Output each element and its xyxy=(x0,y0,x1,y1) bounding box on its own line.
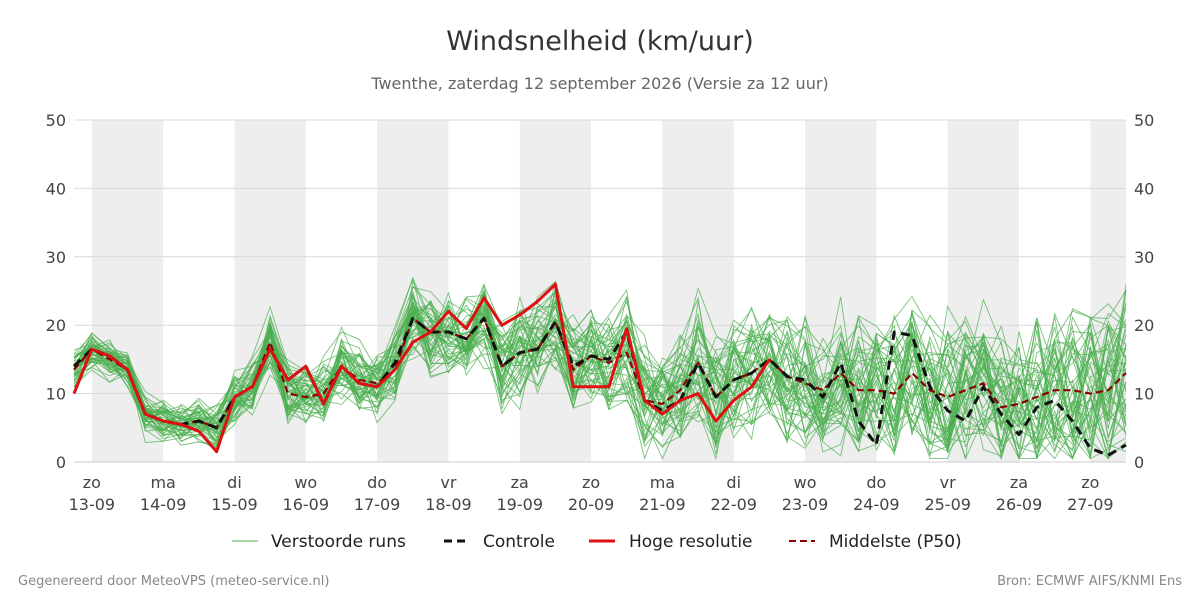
x-tick-date-14: 27-09 xyxy=(1067,495,1114,514)
x-tick-day-5: vr xyxy=(440,473,456,492)
x-tick-day-2: di xyxy=(227,473,242,492)
y-tick-left-30: 30 xyxy=(46,248,66,267)
x-tick-day-7: zo xyxy=(582,473,600,492)
x-tick-date-1: 14-09 xyxy=(140,495,187,514)
x-tick-date-11: 24-09 xyxy=(853,495,900,514)
x-tick-date-0: 13-09 xyxy=(69,495,116,514)
legend-label-p50: Middelste (P50) xyxy=(829,532,962,552)
y-axis-right: 0 10 20 30 40 50 xyxy=(1134,111,1154,472)
series-hoge-resolutie xyxy=(72,282,771,454)
y-tick-right-10: 10 xyxy=(1134,385,1154,404)
x-tick-date-5: 18-09 xyxy=(425,495,472,514)
legend-label-controle: Controle xyxy=(483,532,555,552)
x-tick-date-9: 22-09 xyxy=(710,495,757,514)
y-tick-left-40: 40 xyxy=(46,179,66,198)
chart-title: Windsnelheid (km/uur) xyxy=(446,26,754,57)
x-tick-day-4: do xyxy=(367,473,387,492)
footer-source: Bron: ECMWF AIFS/KNMI Ens xyxy=(997,574,1182,589)
x-tick-day-10: wo xyxy=(794,473,817,492)
y-axis-left: 0 10 20 30 40 50 xyxy=(46,111,66,472)
x-tick-date-7: 20-09 xyxy=(568,495,615,514)
x-tick-day-11: do xyxy=(866,473,886,492)
x-tick-date-8: 21-09 xyxy=(639,495,686,514)
y-tick-left-0: 0 xyxy=(56,453,66,472)
x-tick-day-9: di xyxy=(726,473,741,492)
ensemble-run-49 xyxy=(73,293,1127,460)
ensemble-runs xyxy=(73,276,1127,461)
ensemble-run-46 xyxy=(73,303,1127,460)
x-tick-date-10: 23-09 xyxy=(782,495,829,514)
x-axis: zo 13-09 ma 14-09 di 15-09 wo 16-09 do 17-09 vr 18-… xyxy=(69,473,1114,514)
x-tick-date-2: 15-09 xyxy=(211,495,258,514)
ensemble-run-44 xyxy=(73,290,1127,455)
y-tick-left-50: 50 xyxy=(46,111,66,130)
y-tick-right-0: 0 xyxy=(1134,453,1144,472)
x-tick-day-14: zo xyxy=(1081,473,1099,492)
y-tick-right-40: 40 xyxy=(1134,179,1154,198)
x-tick-date-4: 17-09 xyxy=(354,495,401,514)
main-series xyxy=(72,282,1127,457)
footer-generated-by: Gegenereerd door MeteoVPS (meteo-service… xyxy=(18,574,329,589)
x-tick-day-3: wo xyxy=(294,473,317,492)
x-tick-date-13: 26-09 xyxy=(996,495,1043,514)
x-tick-day-1: ma xyxy=(150,473,175,492)
x-tick-day-13: za xyxy=(1010,473,1028,492)
ensemble-run-47 xyxy=(73,289,1127,444)
ensemble-run-15 xyxy=(73,280,1127,457)
x-tick-day-12: vr xyxy=(940,473,956,492)
x-tick-day-0: zo xyxy=(83,473,101,492)
x-tick-day-8: ma xyxy=(650,473,675,492)
y-tick-left-10: 10 xyxy=(46,385,66,404)
y-tick-right-30: 30 xyxy=(1134,248,1154,267)
y-tick-right-20: 20 xyxy=(1134,316,1154,335)
legend: Verstoorde runs Controle Hoge resolutie … xyxy=(232,532,962,552)
ensemble-run-8 xyxy=(73,298,1127,457)
ensemble-run-41 xyxy=(73,285,1127,450)
y-tick-right-50: 50 xyxy=(1134,111,1154,130)
x-tick-date-3: 16-09 xyxy=(283,495,330,514)
x-tick-date-6: 19-09 xyxy=(497,495,544,514)
x-tick-date-12: 25-09 xyxy=(924,495,971,514)
y-tick-left-20: 20 xyxy=(46,316,66,335)
legend-label-hoge-resolutie: Hoge resolutie xyxy=(629,532,753,552)
ensemble-run-48 xyxy=(73,294,1127,460)
chart-subtitle: Twenthe, zaterdag 12 september 2026 (Ver… xyxy=(370,74,828,93)
x-tick-day-6: za xyxy=(511,473,529,492)
ensemble-run-40 xyxy=(73,286,1127,456)
ensemble-run-10 xyxy=(73,298,1127,448)
legend-label-verstoorde-runs: Verstoorde runs xyxy=(271,532,406,552)
